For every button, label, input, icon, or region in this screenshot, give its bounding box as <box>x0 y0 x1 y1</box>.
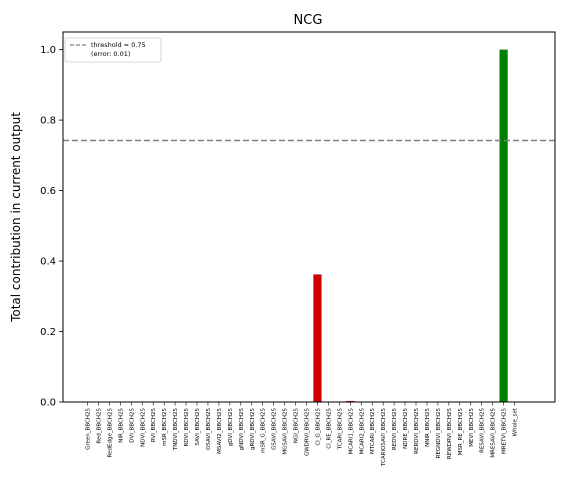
x-tick-label: NIR_BBCH25 <box>118 408 124 443</box>
x-tick-label: RVI_BBCH25 <box>151 408 157 443</box>
y-tick-label: 0.4 <box>40 257 56 268</box>
x-tick-label: Green_BBCH25 <box>86 408 92 450</box>
x-tick-label: MSAVI2_BBCH25 <box>217 408 223 454</box>
legend-box <box>64 37 162 63</box>
x-tick-label: CI_G_BBCH25 <box>315 408 321 446</box>
x-tick-label: GWDRVI_BBCH25 <box>305 408 311 457</box>
x-tick-label: MCARI1_BBCH25 <box>348 408 354 455</box>
x-tick-label: MEVI_BBCH25 <box>469 408 475 447</box>
x-tick-label: MRETVI_BBCH25 <box>502 408 508 454</box>
x-tick-label: REDVI_BBCH25 <box>392 408 398 450</box>
x-tick-label: gDVI_BBCH25 <box>228 408 234 447</box>
x-tick-label: MSR_RE_BBCH25 <box>458 408 464 456</box>
y-tick-label: 0.8 <box>40 116 56 127</box>
x-tick-label: NNIR_BBCH25 <box>425 408 431 447</box>
bar-mcari1-bbch25 <box>346 400 355 402</box>
x-tick-label: NDRE_BBCH25 <box>403 408 409 449</box>
plot-frame <box>62 31 556 403</box>
x-tick-label: TNDVI_BBCH25 <box>173 408 179 452</box>
x-tick-label: NGI_BBCH25 <box>294 408 300 444</box>
x-tick-label: MGSAVI_BBCH25 <box>283 408 289 455</box>
x-tick-label: RERDVI_BBCH25 <box>414 408 420 454</box>
x-tick-label: RedEdge_BBCH25 <box>107 408 113 458</box>
x-tick-label: DVI_BBCH25 <box>129 408 135 443</box>
bar-ci-g-bbch25 <box>313 274 322 402</box>
legend-entry-error: (error: 0.01) <box>91 50 130 58</box>
x-tick-label: RDVI_BBCH25 <box>184 408 190 447</box>
x-tick-label: MRESAVI_BBCH25 <box>491 408 497 458</box>
x-tick-label: REGNDVI_BBCH25 <box>436 408 442 459</box>
x-tick-label: REWDRVI_BBCH25 <box>447 408 453 460</box>
x-tick-label: gNDVI_BBCH25 <box>239 408 245 451</box>
x-tick-label: mSR_G_BBCH25 <box>261 408 267 453</box>
bar-mretvi-bbch25 <box>499 49 508 402</box>
x-tick-label: Whole_set <box>513 407 519 436</box>
y-tick-label: 0.0 <box>40 398 56 409</box>
x-tick-label: NDVI_BBCH25 <box>140 408 146 447</box>
legend: threshold = 0.75 (error: 0.01) <box>64 37 162 63</box>
x-ticks: Green_BBCH25 Red_BBCH25 RedEdge_BBCH25 NIR_… <box>86 402 519 467</box>
x-tick-label: CI_RE_BBCH25 <box>326 408 332 449</box>
x-tick-label: MTCARI_BBCH25 <box>370 408 376 455</box>
x-tick-label: TCARIOSAVI_BBCH25 <box>381 408 387 467</box>
chart-title: NCG <box>294 13 323 28</box>
legend-entry-threshold: threshold = 0.75 <box>91 41 146 49</box>
x-tick-label: GSAVI_BBCH25 <box>272 408 278 450</box>
y-ticks: 0.0 0.2 0.4 0.6 0.8 1.0 <box>40 45 63 409</box>
x-tick-label: TCARI_BBCH25 <box>337 408 343 451</box>
x-tick-label: SAVI_BBCH25 <box>195 408 201 446</box>
x-tick-label: gRDVI_BBCH25 <box>250 408 256 451</box>
bars <box>313 49 508 402</box>
x-tick-label: OSAVI_BBCH25 <box>206 408 212 450</box>
y-tick-label: 0.6 <box>40 186 56 197</box>
x-tick-label: Red_BBCH25 <box>96 408 102 444</box>
y-tick-label: 0.2 <box>40 327 56 338</box>
y-axis-label: Total contribution in current output <box>9 112 23 323</box>
x-tick-label: MCARI2_BBCH25 <box>359 408 365 455</box>
x-tick-label: RESAVI_BBCH25 <box>480 407 486 452</box>
x-tick-label: mSR_BBCH25 <box>162 408 168 446</box>
y-tick-label: 1.0 <box>40 45 56 56</box>
